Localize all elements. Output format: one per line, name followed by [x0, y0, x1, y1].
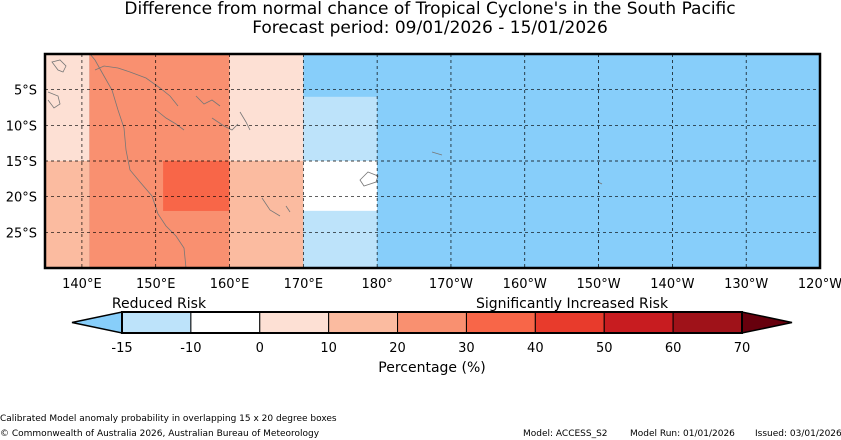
anomaly-cell-2: [45, 161, 90, 268]
anomaly-cell-6: [229, 161, 304, 268]
x-tick-label: 120°W: [798, 277, 841, 292]
colorbar-segment-4: [328, 311, 399, 334]
colorbar-tick-label: 0: [256, 341, 264, 356]
colorbar-tick-label: 50: [596, 341, 613, 356]
colorbar-tick-label: 30: [458, 341, 475, 356]
coastline-12: [359, 171, 379, 187]
chart-subtitle: Forecast period: 09/01/2026 - 15/01/2026: [252, 18, 608, 38]
map-frame: [43, 52, 822, 270]
colorbar-tick-label: -10: [180, 341, 201, 356]
x-tick-label: 130°W: [724, 277, 768, 292]
x-tick-label: 150°W: [576, 277, 620, 292]
colorbar-segment-1: [121, 311, 192, 334]
anomaly-cell-8: [303, 161, 378, 211]
reduced-risk-label: Reduced Risk: [112, 296, 207, 312]
coastline-10: [285, 205, 291, 213]
increased-risk-label: Significantly Increased Risk: [476, 296, 669, 312]
anomaly-cell-1: [45, 54, 90, 161]
y-tick-label: 5°S: [14, 84, 37, 99]
colorbar-axis-label: Percentage (%): [378, 360, 485, 376]
colorbar-segment-8: [603, 311, 674, 334]
footer-method-note: Calibrated Model anomaly probability in …: [0, 414, 337, 424]
x-tick-label: 180°: [361, 277, 392, 292]
colorbar-tick-label: 70: [734, 341, 751, 356]
x-tick-label: 170°E: [284, 277, 324, 292]
colorbar-tick-label: -15: [111, 341, 132, 356]
x-tick-label: 140°E: [62, 277, 102, 292]
colorbar-segment-9: [672, 311, 743, 334]
coastline-4: [94, 65, 179, 107]
anomaly-cell-9: [303, 210, 378, 268]
colorbar-segment-7: [534, 311, 605, 334]
colorbar-segment-3: [259, 311, 330, 334]
coastline-1: [51, 59, 67, 73]
y-tick-label: 20°S: [6, 191, 37, 206]
coastline-2: [47, 91, 61, 109]
colorbar-tick-label: 60: [665, 341, 682, 356]
y-tick-label: 15°S: [6, 155, 37, 170]
anomaly-cell-4: [163, 161, 237, 211]
anomaly-cell-5: [229, 54, 304, 161]
colorbar-segment-2: [190, 311, 261, 334]
x-tick-label: 140°W: [650, 277, 694, 292]
footer-copyright: © Commonwealth of Australia 2026, Austra…: [0, 429, 320, 439]
colorbar-tick-label: 40: [527, 341, 544, 356]
coastline-7: [211, 117, 239, 131]
colorbar-over-arrow: [741, 311, 793, 334]
colorbar-segment-5: [397, 311, 467, 334]
footer-model: Model: ACCESS_S2: [523, 429, 608, 439]
x-tick-label: 160°E: [210, 277, 250, 292]
coastline-6: [195, 95, 221, 107]
colorbar-tick-label: 10: [320, 341, 337, 356]
y-tick-label: 25°S: [6, 226, 37, 241]
coastline-11: [431, 151, 443, 156]
footer-model-run: Model Run: 01/01/2026: [630, 429, 735, 439]
anomaly-cell-7: [303, 96, 378, 161]
colorbar-frame: [121, 311, 743, 334]
colorbar-under-arrow: [71, 311, 123, 334]
x-tick-label: 150°E: [136, 277, 176, 292]
x-tick-label: 160°W: [503, 277, 547, 292]
chart-title: Difference from normal chance of Tropica…: [124, 0, 736, 19]
x-tick-label: 170°W: [429, 277, 473, 292]
colorbar-segment-6: [465, 311, 536, 334]
coastline-5: [155, 109, 185, 131]
coastline-8: [239, 111, 251, 131]
colorbar-tick-label: 20: [389, 341, 406, 356]
coastline-9: [261, 197, 281, 217]
y-tick-label: 10°S: [6, 119, 37, 134]
footer-issued: Issued: 03/01/2026: [755, 429, 841, 439]
